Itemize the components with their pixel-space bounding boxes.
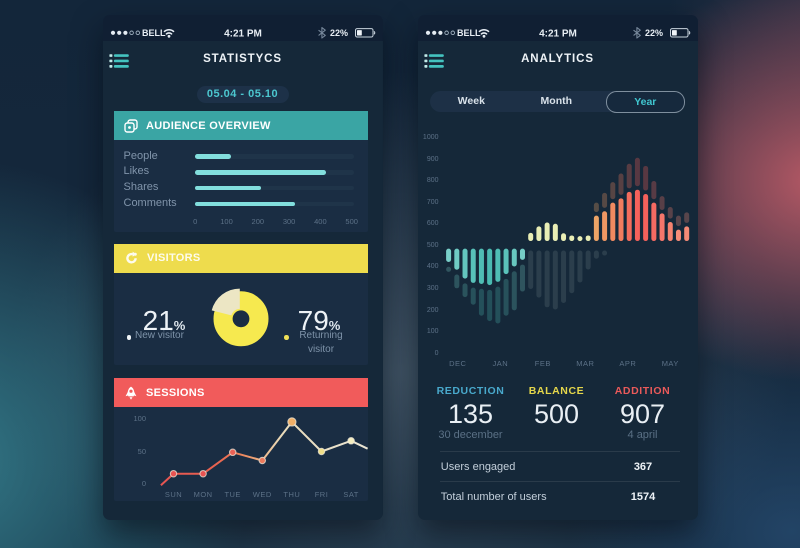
svg-text:BELL: BELL (457, 28, 481, 38)
svg-text:22%: 22% (330, 28, 348, 38)
svg-text:22%: 22% (645, 28, 663, 38)
svg-text:4:21 PM: 4:21 PM (224, 28, 262, 39)
svg-text:BELL: BELL (142, 28, 166, 38)
svg-text:4:21 PM: 4:21 PM (539, 28, 577, 39)
